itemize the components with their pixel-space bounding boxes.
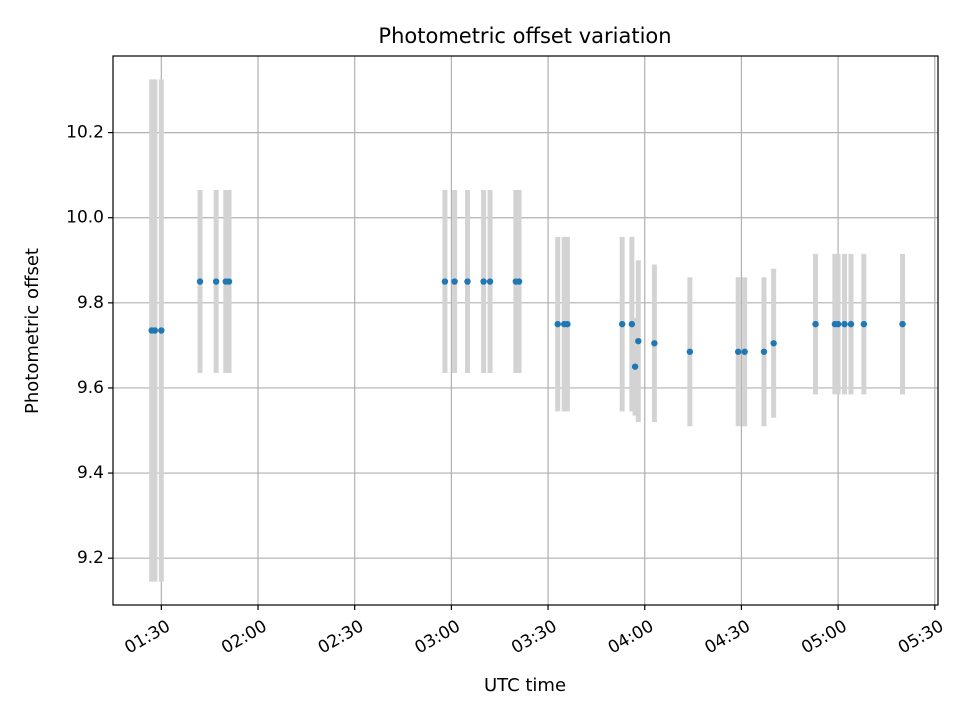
data-point	[515, 278, 523, 285]
y-tick-label: 9.6	[77, 378, 104, 398]
x-axis-label: UTC time	[484, 675, 566, 696]
data-point	[899, 320, 906, 328]
data-point	[451, 278, 458, 285]
data-point	[441, 278, 449, 285]
data-point	[618, 320, 626, 328]
data-point	[741, 348, 748, 355]
data-point	[158, 327, 165, 334]
chart-title: Photometric offset variation	[378, 24, 671, 48]
data-point	[464, 278, 471, 285]
data-point	[770, 340, 777, 347]
data-point	[860, 320, 868, 328]
data-point	[225, 278, 233, 285]
data-point	[812, 320, 819, 328]
data-point	[628, 320, 636, 328]
data-point	[760, 348, 768, 355]
data-points	[148, 278, 906, 370]
data-point	[635, 337, 642, 345]
data-point	[151, 327, 159, 334]
data-point	[486, 278, 494, 285]
data-point	[834, 320, 842, 328]
data-point	[686, 348, 694, 355]
y-tick-label: 9.8	[77, 293, 104, 313]
y-axis-ticks: 9.2 9.4 9.6 9.8 10.0 10.2	[66, 123, 113, 568]
y-tick-label: 9.4	[77, 463, 104, 483]
data-point	[841, 320, 848, 328]
data-point	[734, 348, 742, 355]
data-point	[564, 320, 571, 328]
y-tick-label: 9.2	[77, 548, 104, 568]
y-tick-label: 10.0	[66, 208, 104, 228]
plot-frame	[112, 55, 939, 606]
data-point	[554, 320, 561, 328]
data-point	[631, 363, 639, 370]
data-point	[196, 278, 204, 285]
grid-lines	[113, 56, 938, 605]
y-tick-label: 10.2	[66, 123, 104, 143]
data-point	[847, 320, 855, 328]
data-point	[480, 278, 487, 285]
data-point	[651, 340, 658, 347]
y-axis-label: Photometric offset	[22, 248, 43, 414]
data-point	[212, 278, 220, 285]
